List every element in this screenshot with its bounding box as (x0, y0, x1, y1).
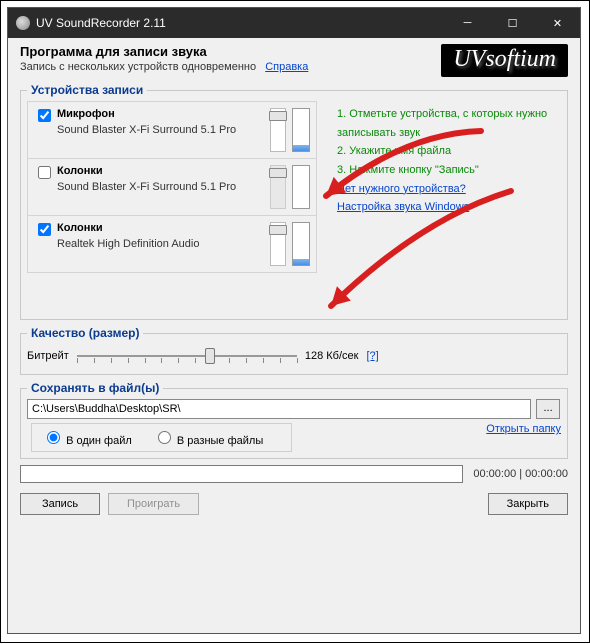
program-title: Программа для записи звука (20, 44, 433, 59)
window-buttons: ─ ☐ ✕ (445, 8, 580, 38)
device-row: Колонки Realtek High Definition Audio (28, 216, 316, 272)
no-device-link[interactable]: Нет нужного устройства? (337, 183, 466, 195)
volume-slider[interactable] (270, 222, 286, 266)
volume-slider[interactable] (270, 165, 286, 209)
progress-bar (20, 465, 463, 483)
device-name: Микрофон (57, 108, 266, 120)
play-button: Проиграть (108, 493, 199, 515)
device-list: Микрофон Sound Blaster X-Fi Surround 5.1 … (27, 101, 317, 273)
level-meter (292, 108, 310, 152)
save-mode-radios: В один файл В разные файлы (31, 423, 292, 452)
help-link[interactable]: Справка (265, 61, 308, 73)
window-title: UV SoundRecorder 2.11 (36, 16, 166, 30)
level-meter (292, 222, 310, 266)
radio-multi-file[interactable]: В разные файлы (153, 435, 263, 447)
program-subtitle: Запись с нескольких устройств одновремен… (20, 61, 433, 73)
device-row: Микрофон Sound Blaster X-Fi Surround 5.1 … (28, 102, 316, 159)
bitrate-slider[interactable] (77, 346, 297, 366)
step-2: 2. Укажите имя файла (337, 142, 559, 161)
windows-sound-link[interactable]: Настройка звука Windows (337, 201, 469, 213)
app-window: UV SoundRecorder 2.11 ─ ☐ ✕ Программа дл… (7, 7, 581, 634)
save-legend: Сохранять в файл(ы) (27, 381, 163, 395)
device-name: Колонки (57, 165, 266, 177)
program-subtitle-text: Запись с нескольких устройств одновремен… (20, 61, 256, 73)
step-1: 1. Отметьте устройства, с которых нужно … (337, 105, 559, 142)
button-row: Запись Проиграть Закрыть (20, 493, 568, 515)
save-fieldset: Сохранять в файл(ы) ... Открыть папку В … (20, 381, 568, 459)
instructions-panel: 1. Отметьте устройства, с которых нужно … (317, 101, 561, 273)
open-folder-link[interactable]: Открыть папку (486, 423, 561, 435)
bitrate-help-link[interactable]: [?] (366, 350, 378, 362)
quality-fieldset: Качество (размер) Битрейт 128 Кб/сек [?] (20, 326, 568, 375)
quality-legend: Качество (размер) (27, 326, 143, 340)
time-display: 00:00:00 | 00:00:00 (473, 468, 568, 480)
device-subname: Sound Blaster X-Fi Surround 5.1 Pro (57, 124, 266, 136)
content: Программа для записи звука Запись с неск… (8, 38, 580, 633)
device-subname: Realtek High Definition Audio (57, 238, 266, 250)
progress-row: 00:00:00 | 00:00:00 (20, 465, 568, 483)
close-button[interactable]: Закрыть (488, 493, 568, 515)
header-row: Программа для записи звука Запись с неск… (20, 44, 568, 77)
record-button[interactable]: Запись (20, 493, 100, 515)
level-meter (292, 165, 310, 209)
browse-button[interactable]: ... (536, 399, 560, 419)
step-3: 3. Нажмите кнопку "Запись" (337, 161, 559, 180)
close-window-button[interactable]: ✕ (535, 8, 580, 38)
device-checkbox[interactable] (38, 109, 51, 122)
bitrate-slider-knob[interactable] (205, 348, 215, 364)
device-row: Колонки Sound Blaster X-Fi Surround 5.1 P… (28, 159, 316, 216)
volume-slider[interactable] (270, 108, 286, 152)
titlebar: UV SoundRecorder 2.11 ─ ☐ ✕ (8, 8, 580, 38)
minimize-button[interactable]: ─ (445, 8, 490, 38)
device-name: Колонки (57, 222, 266, 234)
brand-logo: UVsoftium (441, 44, 568, 77)
bitrate-value: 128 Кб/сек (305, 350, 359, 362)
save-path-input[interactable] (27, 399, 531, 419)
device-subname: Sound Blaster X-Fi Surround 5.1 Pro (57, 181, 266, 193)
bitrate-label: Битрейт (27, 350, 69, 362)
device-checkbox[interactable] (38, 223, 51, 236)
app-icon (16, 16, 30, 30)
devices-fieldset: Устройства записи Микрофон Sound Blaster … (20, 83, 568, 320)
device-checkbox[interactable] (38, 166, 51, 179)
maximize-button[interactable]: ☐ (490, 8, 535, 38)
radio-one-file[interactable]: В один файл (42, 435, 132, 447)
devices-legend: Устройства записи (27, 83, 147, 97)
